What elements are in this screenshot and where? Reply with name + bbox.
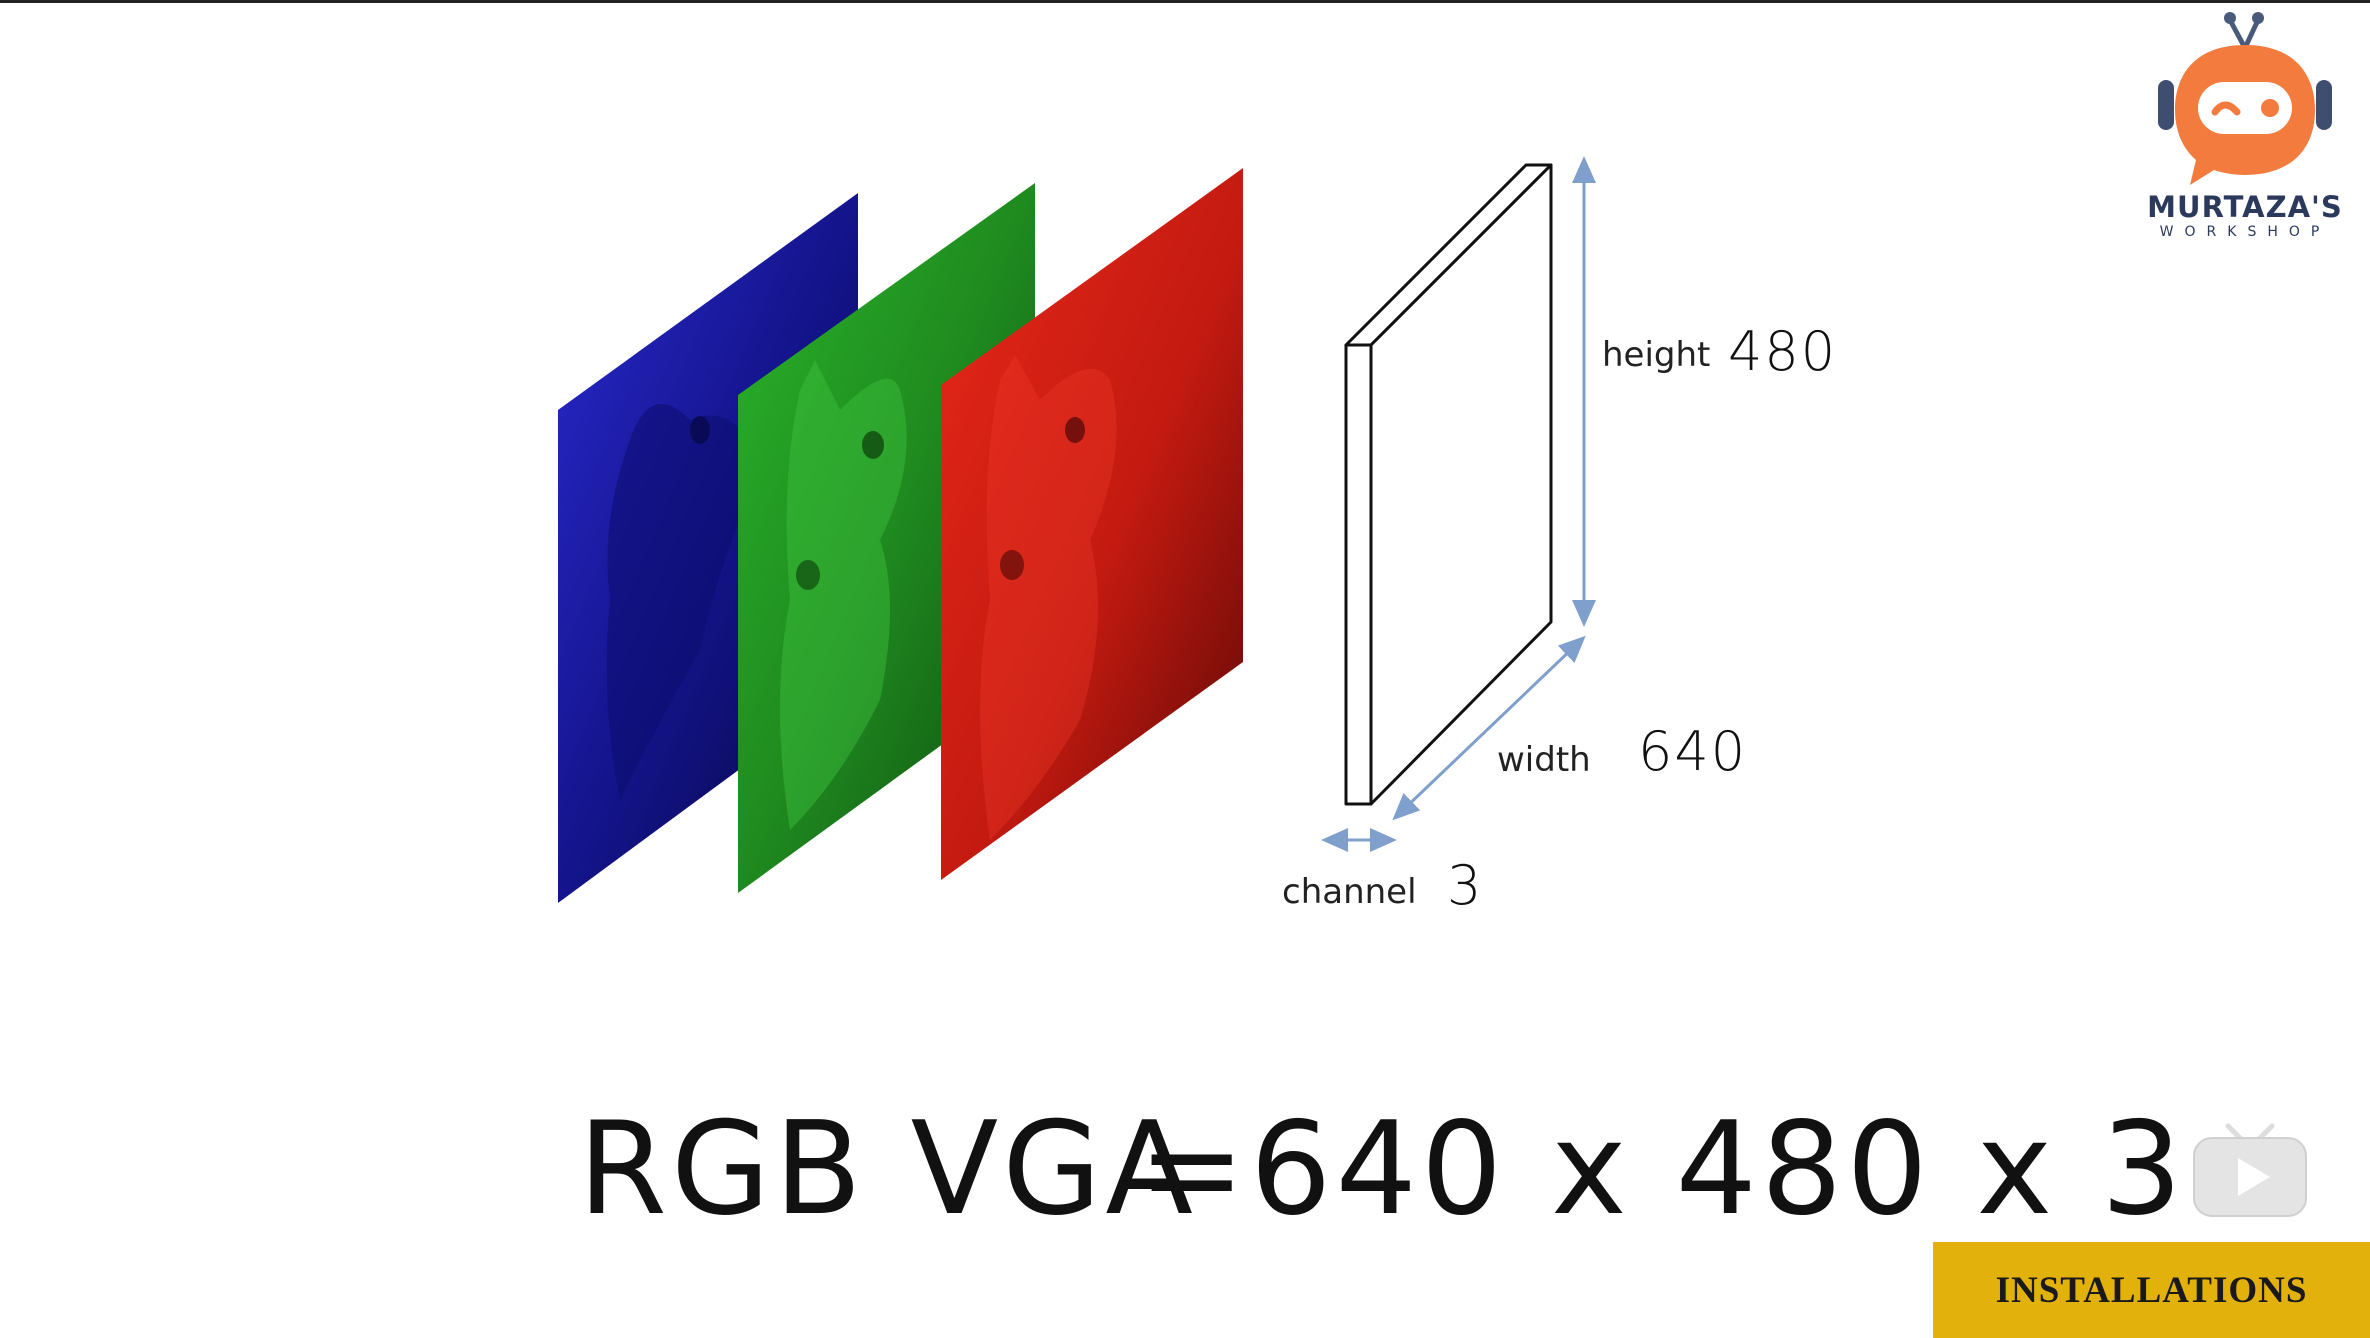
formula: RGB VGA = 640 x 480 x 3 [0, 1095, 2370, 1245]
red-channel-plane [941, 168, 1243, 880]
formula-left: RGB VGA [578, 1095, 1197, 1244]
height-value: 480 [1728, 320, 1838, 383]
formula-right: 640 x 480 x 3 [1250, 1095, 2187, 1244]
width-value: 640 [1638, 720, 1748, 783]
height-label: height [1602, 335, 1711, 375]
channel-label: channel [1282, 872, 1417, 912]
logo-subtitle: WORKSHOP [2159, 224, 2331, 240]
formula-equals: = [1138, 1095, 1250, 1244]
top-rule [0, 0, 2370, 3]
logo-title: MURTAZA'S [2147, 190, 2343, 224]
installations-label: INSTALLATIONS [1995, 1269, 2308, 1311]
width-label: width [1497, 740, 1591, 780]
tensor-box [1344, 163, 1553, 806]
play-icon [2193, 1123, 2307, 1217]
workshop-logo: MURTAZA'S WORKSHOP [2130, 10, 2360, 250]
channel-value: 3 [1447, 854, 1484, 917]
play-button[interactable] [2190, 1120, 2310, 1220]
installations-tag: INSTALLATIONS [1933, 1242, 2370, 1338]
robot-icon [2158, 12, 2332, 185]
width-arrow [1392, 635, 1586, 821]
